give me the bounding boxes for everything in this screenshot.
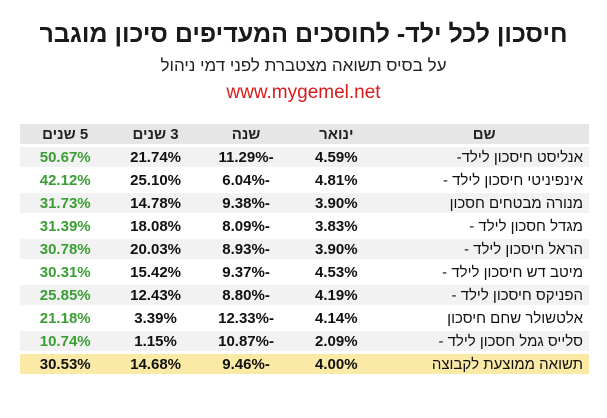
cell-year: -9.37% xyxy=(222,263,270,281)
cell-5-years: 10.74% xyxy=(20,331,111,351)
cell-fund-name: מנורה מבטחים חסכון xyxy=(381,193,589,213)
cell-january: 3.90% xyxy=(291,193,382,213)
cell-3-years: 14.78% xyxy=(110,193,201,213)
table-row: אלטשולר שחם חיסכון 4.14% -12.33% 3.39% 21.18… xyxy=(20,308,589,328)
cell-5-years: 30.78% xyxy=(20,239,111,259)
cell-year: -6.04% xyxy=(222,171,270,189)
cell-3-years: 3.39% xyxy=(134,309,177,327)
cell-5-years: 42.12% xyxy=(39,171,91,189)
cell-fund-name: הפניקס חיסכון לילד - xyxy=(381,285,589,305)
table-row: סלייס גמל חסכון לילד -2.09% -10.87% 1.15% 1… xyxy=(20,331,589,351)
cell-fund-name: תשואה ממוצעת לקבוצה xyxy=(381,354,589,374)
cell-year: -8.09% xyxy=(222,217,270,235)
col-header-jan: ינואר xyxy=(291,124,382,144)
col-header-3y: 3 שנים xyxy=(110,124,201,144)
col-header-year: שנה xyxy=(200,124,292,144)
cell-5-years: 31.73% xyxy=(20,193,111,213)
table-row: אנליסט חיסכון לילד- 4.59% -11.29% 21.74% 50.… xyxy=(20,147,589,167)
cell-5-years: 50.67% xyxy=(20,147,111,167)
cell-fund-name: אלטשולר שחם חיסכון xyxy=(447,309,583,327)
cell-january: 3.90% xyxy=(291,239,382,259)
average-row: תשואה ממוצעת לקבוצה 4.00% -9.46% 14.68% 30.5… xyxy=(20,354,589,374)
cell-january: 3.83% xyxy=(315,217,358,235)
cell-year: -11.29% xyxy=(200,147,292,167)
cell-year: -9.46% xyxy=(200,354,292,374)
table-row: הפניקס חיסכון לילד -4.19% -8.80% 12.43% 25.… xyxy=(20,285,589,305)
cell-fund-name: אנליסט חיסכון לילד- xyxy=(381,147,589,167)
cell-fund-name: הראל חיסכון לילד - xyxy=(381,239,589,259)
cell-fund-name: מיטב דש חיסכון לילד - xyxy=(442,263,583,281)
cell-january: 2.09% xyxy=(291,331,382,351)
cell-3-years: 18.08% xyxy=(130,217,181,235)
cell-january: 4.81% xyxy=(315,171,358,189)
cell-5-years: 21.18% xyxy=(39,309,91,327)
cell-3-years: 12.43% xyxy=(110,285,201,305)
cell-fund-name: אינפיניטי חיסכון לילד - xyxy=(442,171,583,189)
col-header-name: שם xyxy=(381,124,589,144)
table-row: מיטב דש חיסכון לילד - 4.53% -9.37% 15.42% 30… xyxy=(20,262,589,282)
cell-5-years: 30.53% xyxy=(20,354,111,374)
table-row: הראל חיסכון לילד -3.90% -8.93% 20.03% 30.78… xyxy=(20,239,589,259)
page-title: חיסכון לכל ילד- לחוסכים המעדיפים סיכון מ… xyxy=(39,20,568,48)
cell-5-years: 30.31% xyxy=(39,263,91,281)
cell-january: 4.00% xyxy=(291,354,382,374)
cell-3-years: 14.68% xyxy=(110,354,201,374)
cell-fund-name: מגדל חסכון לילד - xyxy=(469,217,583,235)
table-header-row: שם ינואר שנה 3 שנים 5 שנים xyxy=(20,124,589,144)
cell-5-years: 31.39% xyxy=(39,217,91,235)
cell-year: -12.33% xyxy=(218,309,274,327)
cell-3-years: 21.74% xyxy=(110,147,201,167)
cell-5-years: 25.85% xyxy=(20,285,111,305)
cell-3-years: 25.10% xyxy=(130,171,181,189)
table-row: מנורה מבטחים חסכון 3.90% -9.38% 14.78% 31.73… xyxy=(20,193,589,213)
cell-3-years: 15.42% xyxy=(130,263,181,281)
returns-table: שם ינואר שנה 3 שנים 5 שנים אנליסט חיסכון… xyxy=(20,121,589,377)
cell-year: -10.87% xyxy=(200,331,292,351)
cell-3-years: 20.03% xyxy=(110,239,201,259)
cell-january: 4.59% xyxy=(291,147,382,167)
site-link[interactable]: www.mygemel.net xyxy=(226,82,381,103)
cell-january: 4.19% xyxy=(291,285,382,305)
col-header-5y: 5 שנים xyxy=(20,124,111,144)
cell-3-years: 1.15% xyxy=(110,331,201,351)
cell-year: -8.80% xyxy=(200,285,292,305)
table-row: אינפיניטי חיסכון לילד - 4.81% -6.04% 25.10%… xyxy=(20,170,589,190)
page-subtitle: על בסיס תשואה מצטברת לפני דמי ניהול xyxy=(160,56,447,75)
cell-year: -8.93% xyxy=(200,239,292,259)
cell-year: -9.38% xyxy=(200,193,292,213)
cell-fund-name: סלייס גמל חסכון לילד - xyxy=(381,331,589,351)
cell-january: 4.14% xyxy=(315,309,358,327)
table-row: מגדל חסכון לילד - 3.83% -8.09% 18.08% 31.39% xyxy=(20,216,589,236)
cell-january: 4.53% xyxy=(315,263,358,281)
